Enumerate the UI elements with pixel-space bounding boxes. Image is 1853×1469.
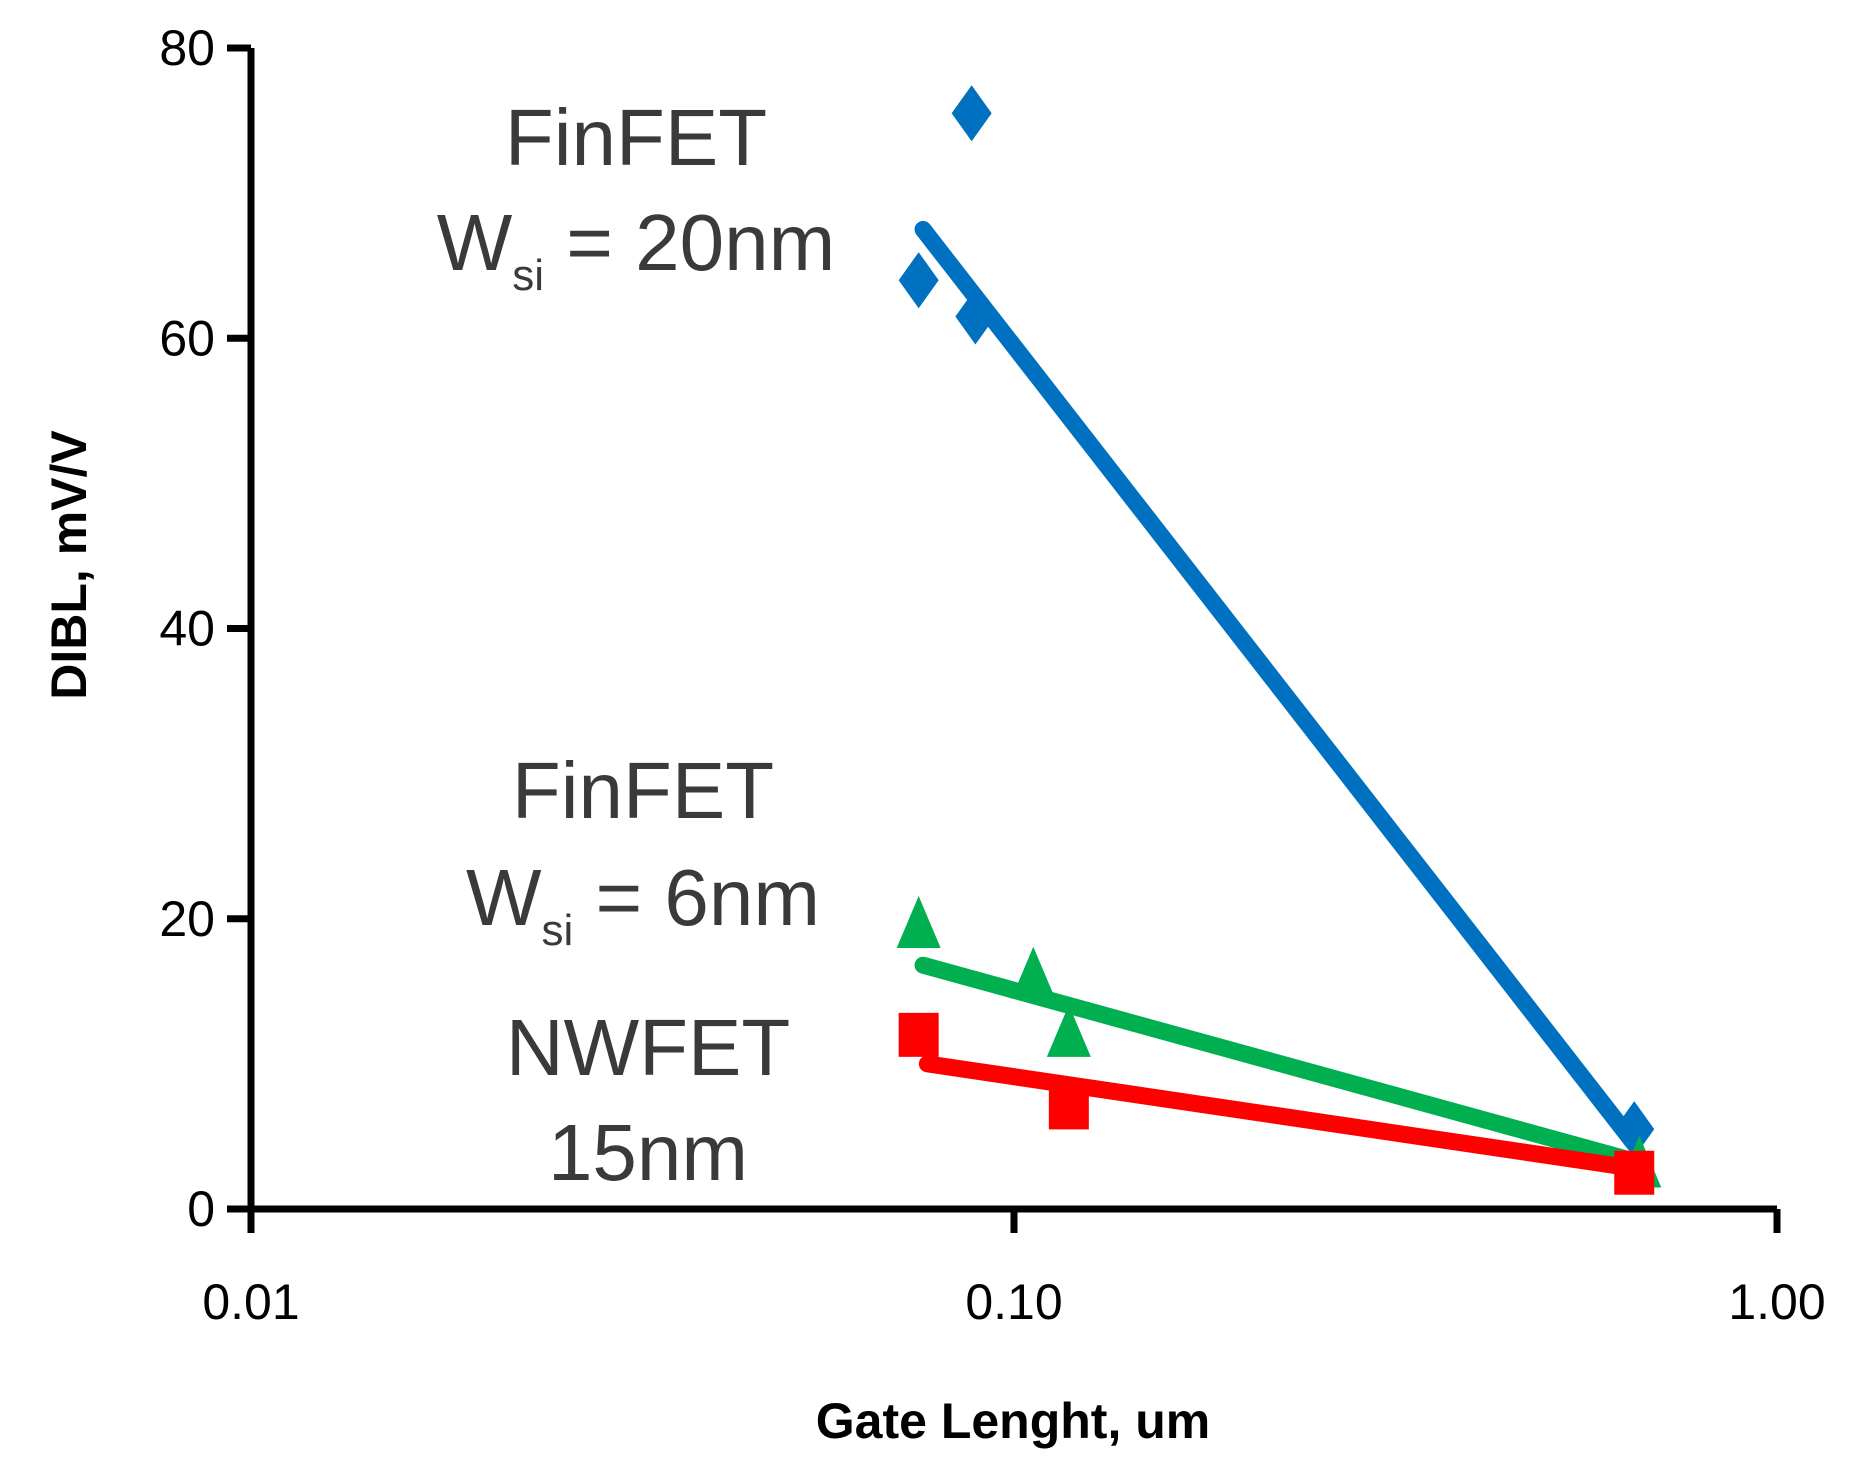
- annotation-finfet-20nm-line1: FinFET: [505, 93, 767, 182]
- y-axis-title: DIBL, mV/V: [41, 430, 97, 700]
- point-finfet6: [896, 896, 941, 949]
- annotation-nwfet-15nm-line1: NWFET: [506, 1003, 790, 1092]
- y-tick-label: 0: [187, 1181, 215, 1237]
- data-points: [896, 85, 1662, 1195]
- point-finfet6: [1011, 946, 1056, 999]
- y-tick-label: 60: [159, 310, 215, 366]
- ticks: 0 20 40 60 80 0.01 0.10 1.00: [159, 20, 1825, 1330]
- x-tick-label: 1.00: [1728, 1274, 1825, 1330]
- annotation-finfet-6nm: FinFET Wsi = 6nm: [466, 746, 820, 955]
- annotation-finfet-20nm-line2: Wsi = 20nm: [437, 198, 836, 300]
- point-finfet20: [1614, 1101, 1655, 1158]
- point-finfet20: [898, 252, 939, 309]
- annotation-finfet-20nm: FinFET Wsi = 20nm: [437, 93, 836, 300]
- annotation-nwfet-15nm-line2: 15nm: [548, 1108, 748, 1197]
- annotation-nwfet-15nm: NWFET 15nm: [506, 1003, 790, 1197]
- point-nwfet: [1048, 1085, 1089, 1130]
- annotation-finfet-6nm-line1: FinFET: [512, 746, 774, 835]
- point-finfet6: [1046, 1004, 1091, 1057]
- point-nwfet: [1614, 1150, 1655, 1195]
- annotation-finfet-6nm-line2: Wsi = 6nm: [466, 853, 820, 955]
- trendline-nwfet: [918, 1055, 1643, 1177]
- point-finfet20: [951, 85, 992, 142]
- x-tick-label: 0.01: [202, 1274, 299, 1330]
- y-tick-label: 20: [159, 891, 215, 947]
- axes: 0 20 40 60 80 0.01 0.10 1.00: [159, 20, 1825, 1330]
- point-finfet20: [955, 288, 996, 345]
- point-nwfet: [898, 1012, 939, 1057]
- trendline-finfet20: [914, 220, 1643, 1153]
- y-tick-label: 80: [159, 20, 215, 76]
- x-tick-label: 0.10: [965, 1274, 1062, 1330]
- y-tick-label: 40: [159, 601, 215, 657]
- trend-lines: [914, 220, 1648, 1177]
- x-axis-title: Gate Lenght, um: [816, 1393, 1210, 1449]
